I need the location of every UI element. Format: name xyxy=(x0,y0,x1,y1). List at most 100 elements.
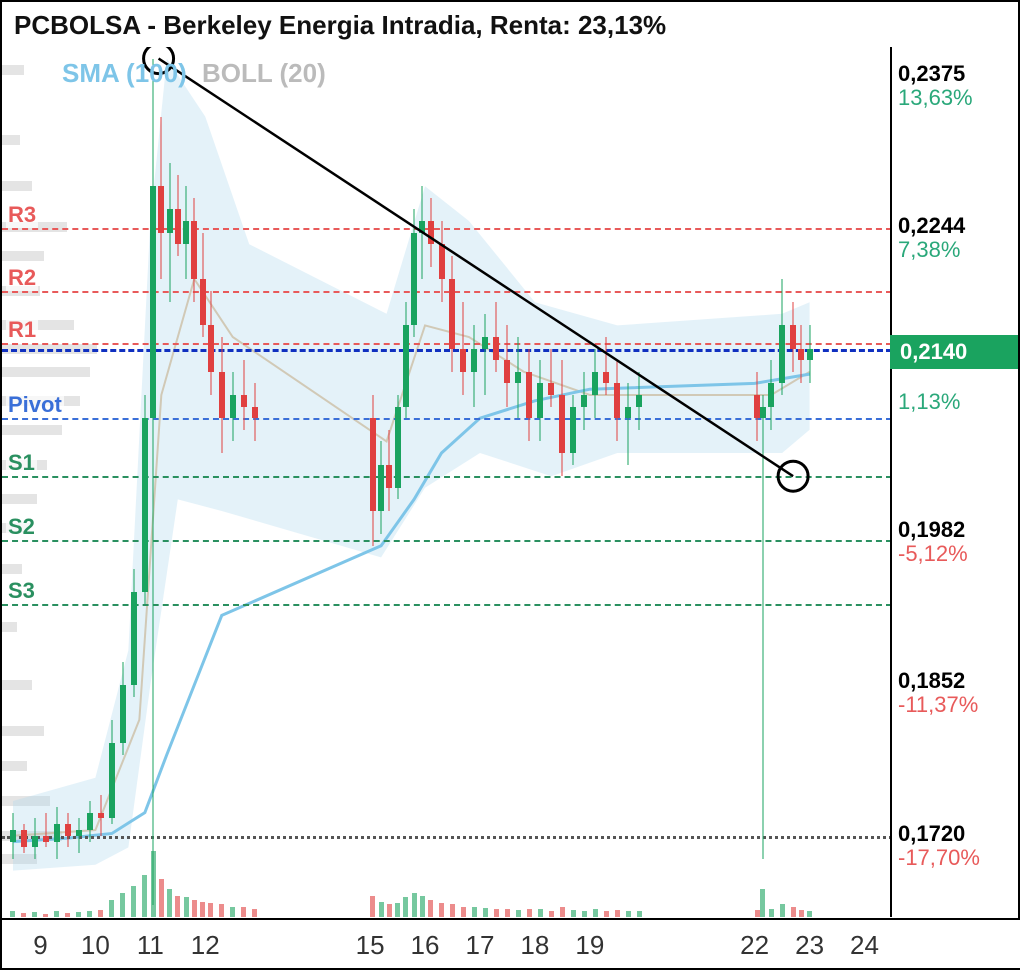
volume-bar xyxy=(43,914,48,918)
volume-profile-bar xyxy=(2,181,32,191)
x-axis-label: 10 xyxy=(81,930,110,961)
volume-bar xyxy=(494,909,499,917)
y-axis-label: 1,13% xyxy=(898,390,960,414)
pivot-line-pivot xyxy=(2,418,892,420)
volume-bar xyxy=(516,910,521,917)
volume-bar xyxy=(252,909,257,917)
volume-profile-bar xyxy=(2,65,24,75)
volume-profile-bar xyxy=(2,854,37,864)
volume-bar xyxy=(450,904,455,917)
x-axis-label: 22 xyxy=(740,930,769,961)
chart-overlay-svg xyxy=(2,47,892,917)
bollinger-mid-line xyxy=(13,279,810,836)
volume-bar xyxy=(780,904,785,917)
x-axis-label: 12 xyxy=(191,930,220,961)
reference-dotted-line xyxy=(2,836,892,839)
volume-bar xyxy=(439,903,444,917)
volume-profile-bar xyxy=(2,680,32,690)
volume-bar xyxy=(483,908,488,917)
x-axis-label: 18 xyxy=(520,930,549,961)
x-axis-label: 15 xyxy=(356,930,385,961)
volume-bar xyxy=(54,911,59,917)
pivot-label-s1: S1 xyxy=(6,450,37,476)
volume-bar xyxy=(21,913,26,917)
volume-bar xyxy=(760,889,765,917)
volume-bar xyxy=(791,907,796,917)
current-price-badge: 0,2140 xyxy=(890,335,1018,369)
chart-title: PCBOLSA - Berkeley Energia Intradia, Ren… xyxy=(14,10,666,41)
volume-bar xyxy=(387,904,392,917)
volume-profile-bar xyxy=(2,761,27,771)
volume-bar xyxy=(184,897,189,917)
x-axis-label: 16 xyxy=(411,930,440,961)
pivot-line-r3 xyxy=(2,228,892,230)
y-axis-label: 0,1720-17,70% xyxy=(898,822,980,870)
volume-bar xyxy=(527,909,532,917)
volume-bar xyxy=(76,912,81,917)
pivot-label-r3: R3 xyxy=(6,202,38,228)
pivot-line-s2 xyxy=(2,540,892,542)
volume-bar xyxy=(538,909,543,917)
volume-bar xyxy=(593,909,598,917)
y-axis: 0,237513,63%0,22447,38%0,1982-5,12%0,185… xyxy=(890,47,1018,917)
pivot-label-r1: R1 xyxy=(6,317,38,343)
volume-bar xyxy=(571,910,576,917)
sma-label[interactable]: SMA (100) xyxy=(62,58,187,88)
pivot-label-s3: S3 xyxy=(6,578,37,604)
volume-bar xyxy=(200,902,205,917)
volume-bar xyxy=(192,900,197,918)
volume-bar xyxy=(799,910,804,917)
volume-bar xyxy=(755,910,760,917)
pivot-label-s2: S2 xyxy=(6,514,37,540)
volume-bar xyxy=(230,907,235,918)
pivot-line-r1 xyxy=(2,343,892,345)
volume-bar xyxy=(167,889,172,917)
indicator-labels: SMA (100) BOLL (20) xyxy=(62,58,326,89)
volume-bar xyxy=(626,911,631,917)
volume-bar xyxy=(32,912,37,917)
volume-bar xyxy=(175,896,180,917)
x-axis-label: 9 xyxy=(33,930,47,961)
boll-label[interactable]: BOLL (20) xyxy=(202,58,326,88)
volume-bar xyxy=(370,896,375,917)
bollinger-band-fill xyxy=(13,59,810,871)
volume-bar xyxy=(109,900,114,918)
x-axis: 91011121516171819222324 xyxy=(2,918,1020,968)
y-axis-label: 0,1852-11,37% xyxy=(898,669,978,717)
x-axis-label: 19 xyxy=(575,930,604,961)
pivot-label-pivot: Pivot xyxy=(6,392,64,418)
volume-bar xyxy=(395,903,400,917)
pivot-line-r2 xyxy=(2,291,892,293)
volume-bar xyxy=(807,911,812,917)
volume-bar xyxy=(403,897,408,917)
chart-container: PCBOLSA - Berkeley Energia Intradia, Ren… xyxy=(0,0,1020,970)
volume-bar xyxy=(412,893,417,918)
current-price-line xyxy=(2,349,892,352)
volume-bar xyxy=(769,909,774,917)
volume-bar xyxy=(151,851,156,918)
y-axis-label: 0,237513,63% xyxy=(898,62,973,110)
volume-bar xyxy=(615,910,620,917)
volume-profile-bar xyxy=(2,564,22,574)
trend-overlay xyxy=(2,47,892,917)
volume-bar xyxy=(420,896,425,917)
volume-bar xyxy=(379,902,384,917)
volume-profile-bar xyxy=(2,251,44,261)
volume-bar xyxy=(604,911,609,917)
volume-bar xyxy=(10,911,15,917)
volume-bar xyxy=(549,911,554,917)
x-axis-label: 24 xyxy=(850,930,879,961)
volume-bar xyxy=(131,886,136,918)
plot-area[interactable]: R3R2R1PivotS1S2S3 xyxy=(2,47,892,917)
volume-bar xyxy=(505,909,510,917)
volume-profile-bar xyxy=(2,425,62,435)
volume-profile-bar xyxy=(2,726,44,736)
volume-bar xyxy=(87,911,92,917)
volume-bar xyxy=(428,900,433,918)
volume-bar xyxy=(461,907,466,918)
y-axis-label: 0,1982-5,12% xyxy=(898,518,968,566)
volume-bar xyxy=(65,913,70,917)
volume-bar xyxy=(241,907,246,917)
x-axis-label: 23 xyxy=(795,930,824,961)
volume-bar xyxy=(582,911,587,917)
